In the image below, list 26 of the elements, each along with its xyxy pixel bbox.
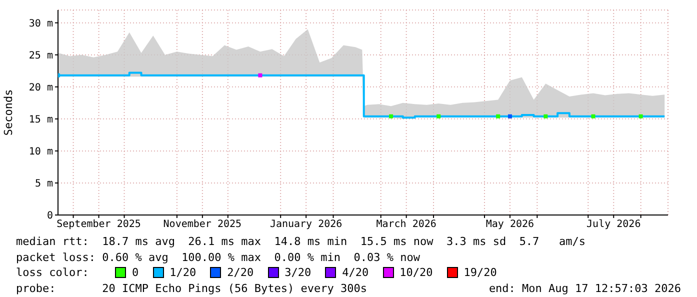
text: probe: 20 ICMP Echo Pings (56 Bytes) every 300s	[16, 280, 367, 296]
legend-label: 1/20	[170, 265, 196, 280]
text: end: Mon Aug 17 12:57:03 2026	[488, 280, 681, 296]
legend-label: 19/20	[464, 265, 497, 280]
x-tick-label: July 2026	[586, 219, 641, 230]
legend-label: 0	[132, 265, 139, 280]
x-tick-label: May 2026	[486, 219, 534, 230]
legend-label: 2/20	[227, 265, 254, 280]
legend-label: 3/20	[284, 265, 312, 280]
x-tick-label: January 2026	[270, 219, 342, 230]
y-tick-label: 10 m	[28, 146, 53, 158]
legend-title: loss color:	[16, 265, 90, 280]
y-tick-label: 5 m	[34, 178, 53, 190]
legend-label: 4/20	[342, 265, 369, 280]
y-axis-title: Seconds	[2, 89, 15, 136]
y-tick-label: 25 m	[28, 50, 53, 62]
x-tick-label: March 2026	[376, 219, 436, 230]
y-tick-label: 0	[46, 210, 53, 222]
x-tick-label: September 2025	[56, 219, 141, 230]
text: median rtt: 18.7 ms avg 26.1 ms max 14.8 ms min 15.5 ms now 3.3 ms sd 5.7 am/s	[16, 234, 587, 250]
legend-label: 10/20	[400, 265, 433, 280]
x-tick-label: November 2025	[163, 219, 242, 230]
y-tick-label: 30 m	[28, 18, 53, 30]
text: packet loss: 0.60 % avg 100.00 % max 0.00 % min 0.03 % now	[16, 250, 421, 265]
y-tick-label: 15 m	[28, 114, 53, 126]
y-tick-label: 20 m	[28, 82, 53, 94]
